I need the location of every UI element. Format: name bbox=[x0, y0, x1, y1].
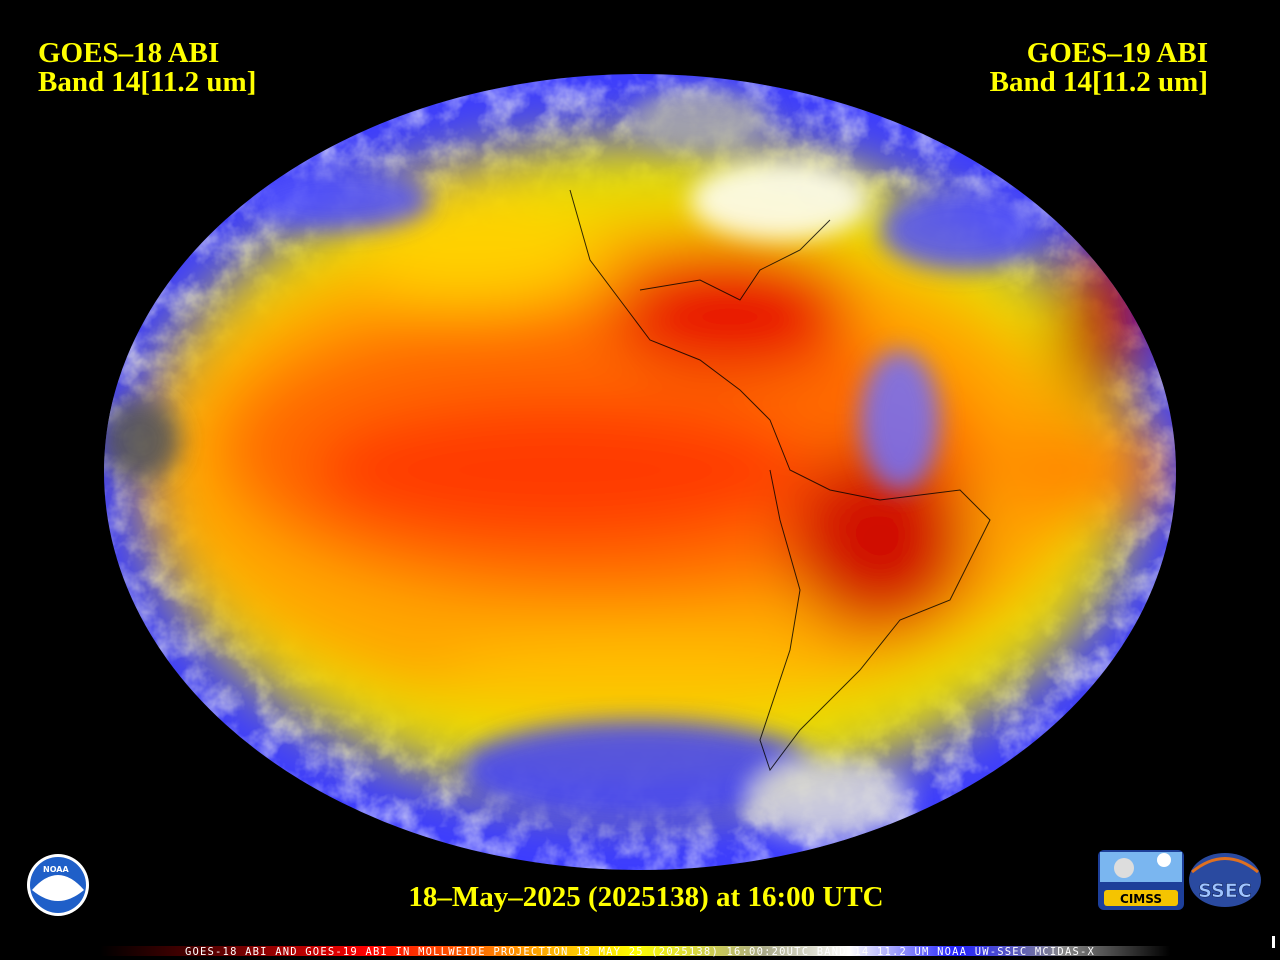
timestamp: 18–May–2025 (2025138) at 16:00 UTC bbox=[408, 881, 883, 913]
noaa-label: NOAA bbox=[43, 865, 69, 874]
right-satellite: GOES–19 ABI bbox=[1027, 37, 1208, 69]
ssec-logo: SSEC bbox=[1189, 853, 1261, 907]
left-band: Band 14[11.2 um] bbox=[38, 66, 256, 98]
cimss-label: CIMSS bbox=[1120, 892, 1162, 906]
color-bar bbox=[100, 946, 1170, 956]
cimss-logo: CIMSS bbox=[1098, 850, 1184, 910]
noaa-logo: NOAA bbox=[27, 854, 89, 916]
scroll-marker bbox=[1272, 936, 1275, 948]
left-satellite: GOES–18 ABI bbox=[38, 37, 219, 69]
caption: GOES-18 ABI AND GOES-19 ABI IN MOLLWEIDE… bbox=[185, 946, 1095, 958]
globe-imagery bbox=[104, 74, 1176, 870]
ssec-label: SSEC bbox=[1198, 880, 1251, 902]
right-band: Band 14[11.2 um] bbox=[990, 66, 1208, 98]
